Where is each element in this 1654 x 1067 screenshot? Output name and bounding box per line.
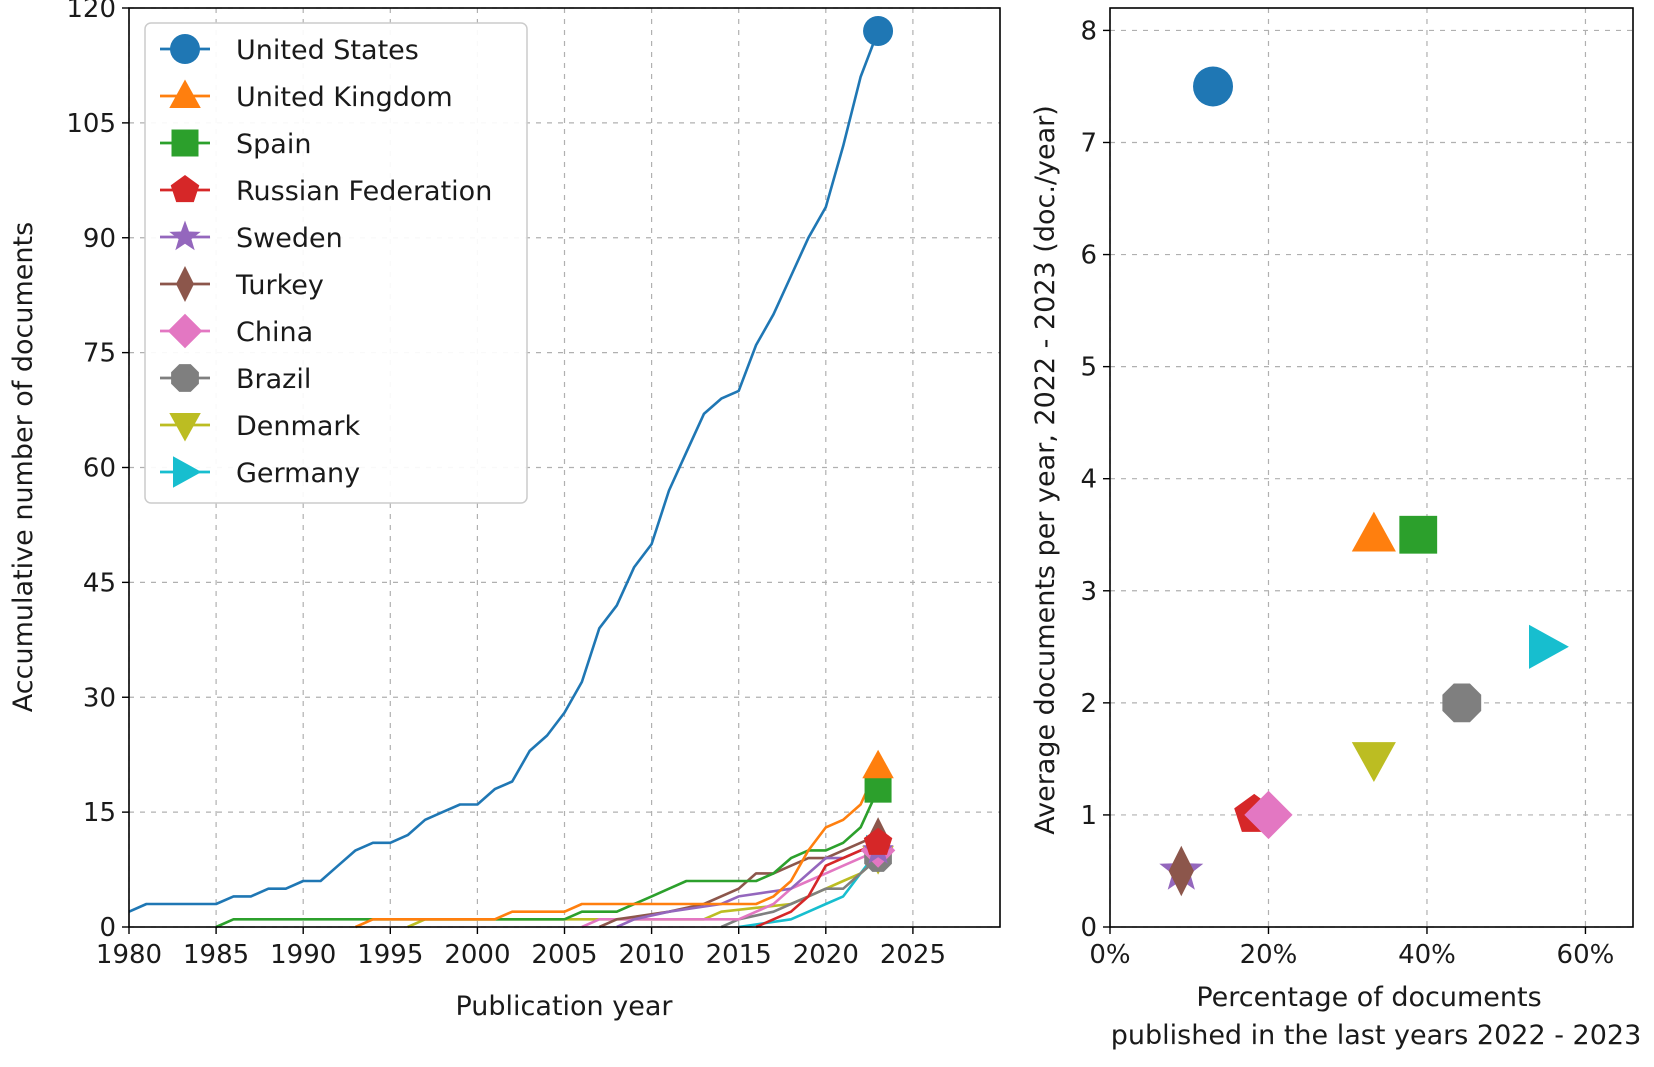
legend-marker-sweden — [169, 220, 201, 251]
right-y-tick-label: 0 — [1080, 913, 1097, 943]
legend-label: Denmark — [236, 411, 360, 442]
left-x-tick-label: 1995 — [357, 940, 423, 970]
scatter-point-spain — [1399, 515, 1438, 554]
right-y-tick-label: 4 — [1080, 465, 1097, 495]
left-y-tick-label: 30 — [83, 683, 116, 713]
right-x-ticks: 0% 20% 40% 60% — [1089, 927, 1614, 970]
left-x-tick-label: 1990 — [270, 940, 336, 970]
left-y-tick-label: 45 — [83, 568, 116, 598]
left-x-tick-label: 2020 — [793, 940, 859, 970]
legend-entry-sweden: Sweden — [160, 220, 343, 254]
series-marker-russian-federation — [863, 827, 893, 855]
left-x-tick-label: 2010 — [619, 940, 685, 970]
legend-label: China — [236, 317, 313, 348]
left-series-lines — [128, 30, 880, 929]
series-marker-united-kingdom — [862, 749, 894, 779]
legend-marker-denmark — [169, 413, 201, 442]
left-y-tick-label: 60 — [83, 454, 116, 484]
right-x-tick-label: 40% — [1398, 940, 1456, 970]
right-y-tick-label: 8 — [1080, 16, 1097, 46]
legend-marker-turkey — [176, 266, 194, 302]
left-x-tick-label: 2015 — [706, 940, 772, 970]
legend-entry-united-kingdom: United Kingdom — [160, 79, 453, 113]
legend-label: United States — [236, 35, 419, 66]
right-x-tick-label: 60% — [1557, 940, 1615, 970]
legend-label: United Kingdom — [236, 82, 453, 113]
legend-marker-united-states — [170, 34, 200, 64]
legend-label: Turkey — [235, 270, 324, 301]
legend-label: Russian Federation — [236, 176, 492, 207]
legend-box — [144, 22, 528, 504]
scatter-point-united-kingdom — [1351, 511, 1396, 552]
legend-marker-brazil — [171, 364, 199, 392]
legend-entry-denmark: Denmark — [160, 411, 360, 442]
right-y-tick-label: 2 — [1080, 689, 1097, 719]
average-documents-scatter-chart: 0% 20% 40% 60% 0 1 2 3 4 5 6 7 8 Percentage of docu… — [1030, 7, 1642, 1051]
right-y-tick-label: 5 — [1080, 353, 1097, 383]
left-x-tick-label: 2000 — [444, 940, 510, 970]
scatter-point-turkey — [1168, 845, 1194, 897]
right-x-axis-label-line2: published in the last years 2022 - 2023 — [1111, 1020, 1642, 1051]
left-y-tick-label: 90 — [83, 224, 116, 254]
right-y-tick-label: 3 — [1080, 577, 1097, 607]
left-y-ticks: 0 15 30 45 60 75 90 105 120 — [66, 0, 129, 943]
left-y-tick-label: 120 — [66, 0, 116, 24]
legend-entry-united-states: United States — [160, 34, 419, 66]
legend-entry-germany: Germany — [160, 456, 360, 489]
legend-label: Sweden — [236, 223, 343, 254]
legend-marker-russian-federation — [170, 175, 200, 203]
series-line-spain — [215, 788, 880, 929]
left-y-tick-label: 75 — [83, 339, 116, 369]
right-y-tick-label: 6 — [1080, 241, 1097, 271]
left-x-ticks: 1980 1985 1990 1995 2000 2005 2010 2015 2020 2025 — [96, 927, 946, 970]
left-x-tick-label: 1980 — [96, 940, 162, 970]
right-y-tick-label: 7 — [1080, 128, 1097, 158]
legend-entries: United States United Kingdom Spain Russian … — [160, 34, 492, 489]
scatter-point-brazil — [1442, 683, 1482, 723]
legend-marker-united-kingdom — [169, 79, 201, 108]
left-x-axis-label: Publication year — [456, 991, 674, 1022]
legend-marker-spain — [171, 129, 199, 157]
left-x-tick-label: 2005 — [531, 940, 597, 970]
left-y-tick-label: 105 — [66, 109, 116, 139]
scatter-point-germany — [1529, 624, 1569, 669]
series-marker-united-states — [863, 15, 894, 46]
legend-entry-spain: Spain — [160, 129, 311, 160]
series-line-united-kingdom — [354, 765, 880, 929]
left-x-tick-label: 2025 — [880, 940, 946, 970]
legend-entry-china: China — [160, 313, 313, 349]
legend-marker-germany — [173, 456, 202, 488]
legend-label: Spain — [236, 129, 311, 160]
legend-label: Brazil — [236, 364, 311, 395]
series-line-united-states — [128, 30, 880, 913]
left-x-tick-label: 1985 — [183, 940, 249, 970]
left-y-tick-label: 15 — [83, 798, 116, 828]
right-scatter-points — [1159, 66, 1569, 897]
scatter-point-denmark — [1351, 742, 1396, 782]
left-y-tick-label: 0 — [99, 913, 116, 943]
right-y-ticks: 0 1 2 3 4 5 6 7 8 — [1080, 16, 1110, 943]
cumulative-documents-line-chart: 1980 1985 1990 1995 2000 2005 2010 2015 2020 2025… — [8, 0, 1001, 1022]
legend-label: Germany — [236, 458, 360, 489]
series-line-russian-federation — [755, 841, 879, 929]
legend-entry-russian-federation: Russian Federation — [160, 175, 492, 207]
legend: United States United Kingdom Spain Russian … — [144, 22, 528, 504]
right-x-tick-label: 20% — [1240, 940, 1298, 970]
right-y-axis-label: Average documents per year, 2022 - 2023 … — [1030, 105, 1061, 835]
legend-entry-brazil: Brazil — [160, 364, 311, 395]
right-y-tick-label: 1 — [1080, 801, 1097, 831]
right-x-axis-label-line1: Percentage of documents — [1196, 982, 1541, 1013]
scatter-point-china — [1244, 790, 1293, 840]
right-axes-frame — [1109, 7, 1634, 928]
left-y-axis-label: Accumulative number of documents — [8, 222, 39, 712]
legend-marker-china — [167, 313, 203, 349]
legend-entry-turkey: Turkey — [160, 266, 324, 302]
right-x-tick-label: 0% — [1089, 940, 1130, 970]
series-marker-spain — [864, 775, 892, 803]
scatter-point-united-states — [1193, 66, 1234, 107]
left-end-markers — [860, 15, 896, 875]
